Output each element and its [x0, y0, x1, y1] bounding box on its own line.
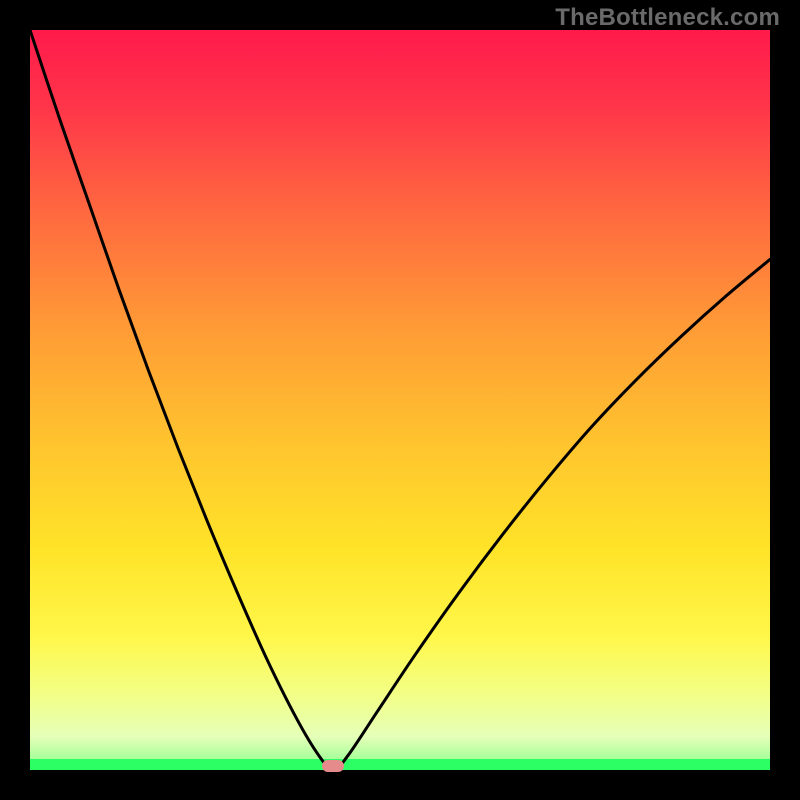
bottleneck-curve	[30, 30, 770, 770]
watermark-text: TheBottleneck.com	[555, 4, 780, 32]
curve-path	[30, 30, 770, 770]
plot-area	[30, 30, 770, 770]
notch-marker	[322, 760, 344, 772]
